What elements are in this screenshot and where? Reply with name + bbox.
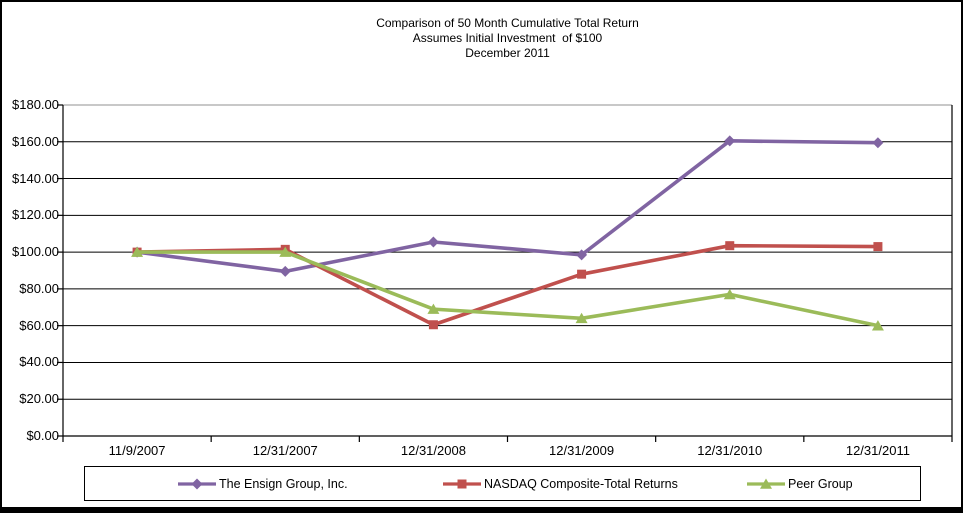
data-point-marker (725, 241, 735, 251)
y-tick-label: $80.00 (19, 280, 59, 296)
data-point-marker (576, 249, 588, 261)
chart-title-line3: December 2011 (465, 46, 550, 60)
diamond-marker-icon (178, 478, 216, 489)
series-line-2 (137, 243, 878, 327)
data-point-marker (577, 269, 587, 279)
series-line-3 (137, 250, 879, 328)
legend-marker (191, 478, 203, 489)
x-tick-label: 12/31/2008 (400, 443, 466, 458)
x-tick-label: 12/31/2011 (845, 443, 910, 458)
x-tick-label: 12/31/2010 (697, 443, 763, 458)
data-point-marker (724, 135, 736, 147)
square-marker-icon (443, 479, 481, 488)
data-point-marker (873, 242, 883, 252)
data-point-marker (723, 288, 736, 300)
y-tick-label: $20.00 (19, 391, 59, 407)
y-tick-label: $100.00 (12, 244, 59, 260)
y-tick-label: $60.00 (19, 317, 59, 333)
data-point-marker (279, 246, 292, 257)
legend-label: Peer Group (788, 476, 853, 491)
x-tick-label: 11/9/2007 (108, 443, 166, 458)
y-tick-label: $160.00 (12, 133, 59, 149)
legend: The Ensign Group, Inc. NASDAQ Composite-T… (84, 466, 921, 501)
legend-marker (760, 478, 772, 489)
triangle-marker-icon (747, 478, 785, 489)
x-tick-label: 12/31/2009 (549, 443, 615, 458)
chart-title: Comparison of 50 Month Cumulative Total … (63, 16, 952, 61)
data-point-marker (575, 312, 588, 324)
y-tick-label: $0.00 (26, 428, 59, 443)
chart-title-line2: Assumes Initial Investment of $100 (412, 31, 603, 45)
data-point-marker (871, 320, 884, 331)
data-point-marker (427, 236, 439, 248)
data-point-marker (428, 320, 438, 330)
legend-item: The Ensign Group, Inc. (177, 467, 348, 500)
y-tick-label: $40.00 (19, 354, 59, 370)
data-point-marker (872, 137, 884, 149)
y-tick-label: $120.00 (12, 207, 59, 223)
data-point-marker (427, 303, 440, 314)
y-tick-label: $140.00 (12, 170, 59, 186)
series-line-1 (136, 139, 878, 274)
legend-item: Peer Group (746, 467, 853, 500)
y-tick-label: $180.00 (12, 97, 59, 112)
legend-item: NASDAQ Composite-Total Returns (442, 467, 678, 500)
data-point-marker (131, 246, 144, 257)
data-point-marker (279, 265, 291, 277)
legend-label: NASDAQ Composite-Total Returns (484, 476, 678, 491)
x-tick-label: 12/31/2007 (252, 443, 318, 458)
legend-marker (457, 479, 467, 488)
chart-title-line1: Comparison of 50 Month Cumulative Total … (376, 16, 639, 30)
legend-label: The Ensign Group, Inc. (219, 476, 348, 491)
